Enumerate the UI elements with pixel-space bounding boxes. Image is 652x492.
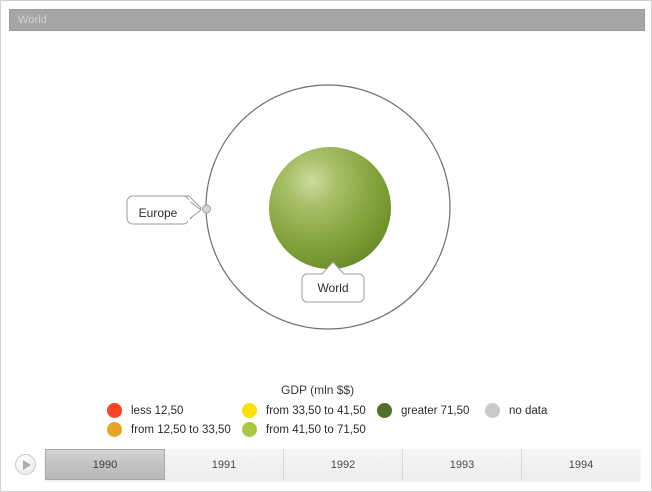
europe-anchor-dot (202, 204, 211, 214)
legend-swatch-icon (242, 422, 257, 437)
callout-world-label: World (317, 281, 348, 295)
legend-item[interactable]: less 12,50 (107, 401, 231, 420)
year-cell-1991[interactable]: 1991 (165, 449, 284, 480)
year-cell-1994[interactable]: 1994 (522, 449, 640, 480)
legend-item[interactable]: from 41,50 to 71,50 (242, 420, 366, 439)
legend-item[interactable]: from 33,50 to 41,50 (242, 401, 366, 420)
legend-item[interactable]: no data (485, 401, 547, 420)
legend: GDP (mln $$) less 12,50 from 12,50 to 33… (1, 383, 651, 441)
bubble-world[interactable] (269, 147, 391, 269)
year-cell-1993[interactable]: 1993 (403, 449, 522, 480)
year-track: 1990 1991 1992 1993 1994 (45, 449, 640, 480)
year-cell-1992[interactable]: 1992 (284, 449, 403, 480)
legend-swatch-icon (377, 403, 392, 418)
legend-swatch-icon (107, 422, 122, 437)
play-icon[interactable] (15, 454, 36, 475)
callout-world[interactable]: World (301, 261, 365, 303)
legend-item-label: less 12,50 (131, 404, 184, 417)
page-title: World (18, 14, 48, 26)
legend-item-label: from 33,50 to 41,50 (266, 404, 366, 417)
legend-item-label: from 12,50 to 33,50 (131, 423, 231, 436)
legend-title: GDP (mln $$) (281, 383, 355, 397)
window-title-bar: World (9, 9, 645, 31)
legend-item[interactable]: greater 71,50 (377, 401, 469, 420)
chart-canvas: Europe World (9, 33, 645, 383)
timeline: 1990 1991 1992 1993 1994 (1, 445, 651, 491)
legend-item-label: from 41,50 to 71,50 (266, 423, 366, 436)
play-triangle-icon (22, 459, 31, 470)
legend-column-4: no data (485, 401, 547, 420)
legend-item-label: no data (509, 404, 548, 417)
legend-swatch-icon (485, 403, 500, 418)
legend-swatch-icon (107, 403, 122, 418)
legend-column-1: less 12,50 from 12,50 to 33,50 (107, 401, 231, 439)
year-cell-1990[interactable]: 1990 (45, 449, 165, 480)
callout-europe[interactable]: Europe (126, 195, 202, 225)
legend-item[interactable]: from 12,50 to 33,50 (107, 420, 231, 439)
callout-europe-label: Europe (139, 206, 178, 220)
legend-column-3: greater 71,50 (377, 401, 469, 420)
legend-swatch-icon (242, 403, 257, 418)
legend-item-label: greater 71,50 (401, 404, 470, 417)
legend-column-2: from 33,50 to 41,50 from 41,50 to 71,50 (242, 401, 366, 439)
